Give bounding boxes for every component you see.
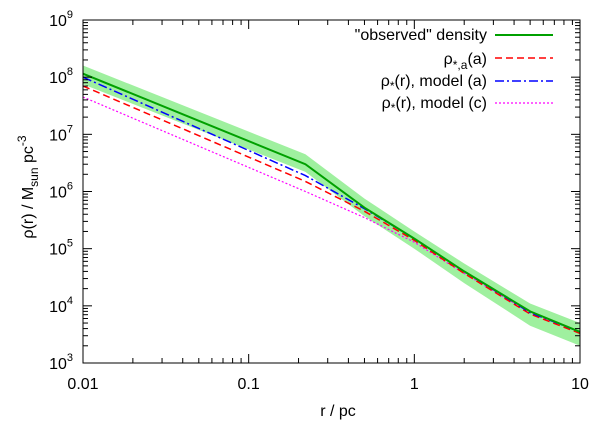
series-layer [82,72,581,335]
y-tick-label: 107 [49,123,73,144]
legend-label-model-c-base: ρ [382,95,391,112]
y-axis-title-unit: pc [20,146,37,167]
y-tick-exponent: 8 [67,66,73,78]
legend-label-model-a-base: ρ [381,73,390,90]
y-tick-base: 10 [49,185,67,202]
y-tick-exponent: 9 [67,9,73,21]
y-axis-title-base: ρ(r) / M [20,187,37,239]
y-tick-base: 10 [49,299,67,316]
legend-label-rho-star-a-subscript: *,a [453,58,468,72]
uncertainty-band-layer [83,65,580,346]
y-axis-title-superscript: -3 [15,135,29,146]
x-axis-title: r / pc [320,403,356,420]
y-tick-label: 106 [49,181,73,202]
y-tick-exponent: 3 [67,352,73,364]
legend-label-rho-star-a-base: ρ [444,51,453,68]
y-tick-label: 104 [49,295,73,316]
legend-label-model-c: ρ*(r), model (c) [382,95,487,115]
uncertainty-band [83,65,580,346]
series-line-0 [82,72,581,333]
y-tick-label: 105 [49,238,73,259]
legend-label-rho-star-a-suffix: (a) [467,51,487,68]
y-tick-base: 10 [49,70,67,87]
axis-ticks [82,20,580,364]
y-tick-base: 10 [49,356,67,373]
y-tick-label: 108 [49,66,73,87]
legend-label-rho-star-a: ρ*,a(a) [444,51,487,72]
legend-label-model-c-subscript: * [391,101,396,115]
y-tick-exponent: 5 [67,238,73,250]
series-line-1 [82,85,581,335]
legend-label-model-a-subscript: * [390,79,395,93]
y-tick-base: 10 [49,127,67,144]
y-tick-exponent: 6 [67,181,73,193]
x-tick-label: 0.1 [238,376,260,393]
legend-label-model-c-suffix: (r), model (c) [395,95,487,112]
y-tick-base: 10 [49,242,67,259]
y-axis-title: ρ(r) / Msun pc-3 [15,135,41,238]
y-tick-base: 10 [49,13,67,30]
x-tick-label: 0.01 [67,376,98,393]
plot-border [82,19,581,364]
y-tick-exponent: 7 [67,123,73,135]
legend-label-model-a: ρ*(r), model (a) [381,73,487,93]
x-tick-label: 1 [410,376,419,393]
y-axis-title-subscript: sun [27,167,41,186]
x-tick-label: 10 [571,376,589,393]
y-tick-label: 109 [49,9,73,30]
legend: "observed" density ρ*,a(a) ρ*(r), model … [355,27,553,115]
plot-frame [82,19,581,364]
y-tick-exponent: 4 [67,295,73,307]
legend-label-observed: "observed" density [355,27,487,44]
y-tick-label: 103 [49,352,73,373]
legend-label-model-a-suffix: (r), model (a) [395,73,487,90]
